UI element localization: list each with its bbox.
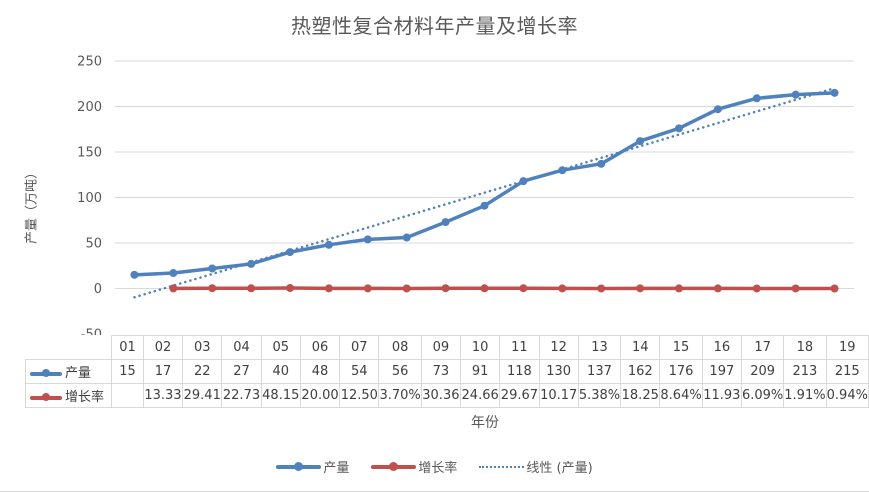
value-cell: 15 [111, 359, 144, 384]
y-axis-ticks: 250 200 150 100 50 0 -50 [77, 55, 102, 336]
value-cell: 197 [701, 359, 742, 384]
value-cell: 29.41 [182, 383, 223, 408]
value-cell [111, 383, 144, 408]
svg-text:250: 250 [77, 55, 102, 70]
category-cell: 08 [378, 335, 422, 360]
value-cell: 54 [339, 359, 380, 384]
category-cell: 05 [260, 335, 301, 360]
value-cell: 22 [182, 359, 223, 384]
value-cell: 11.93 [701, 383, 742, 408]
value-cell: 18.25 [620, 383, 661, 408]
legend-label: 增长率 [418, 461, 458, 476]
value-cell: 24.66 [460, 383, 501, 408]
series-lines [130, 88, 839, 293]
value-cell: 48.15 [260, 383, 301, 408]
value-cell: 5.38% [577, 383, 622, 408]
category-cell: 10 [460, 335, 501, 360]
value-cell: 17 [142, 359, 184, 384]
series-name: 产量 [65, 366, 92, 381]
gridlines [115, 60, 854, 289]
legend-item-production[interactable]: 产量 [276, 457, 349, 476]
svg-text:200: 200 [77, 100, 102, 115]
series-key-cell: 增长率 [24, 383, 113, 408]
value-cell: 215 [825, 359, 869, 384]
value-cell: 0.94% [825, 383, 869, 408]
category-cell: 17 [740, 335, 785, 360]
value-cell: 176 [659, 359, 703, 384]
value-cell: 8.64% [659, 383, 703, 408]
category-cell: 19 [825, 335, 869, 360]
value-cell: 13.33 [142, 383, 184, 408]
category-cell: 03 [182, 335, 223, 360]
legend: 产量 增长率 线性 (产量) [0, 457, 869, 476]
series-key-cell: 产量 [24, 359, 113, 384]
category-cell: 04 [221, 335, 262, 360]
value-cell: 162 [620, 359, 661, 384]
value-cell: 48 [299, 359, 341, 384]
category-cell: 07 [339, 335, 380, 360]
line-marker-icon [30, 369, 62, 377]
value-cell: 73 [420, 359, 462, 384]
category-cell: 16 [701, 335, 742, 360]
table-row: 产量 15 17 22 27 40 48 54 56 73 91 118 130 137 162 176 197… [24, 359, 869, 384]
data-table: 01 02 03 04 05 06 07 08 09 10 11 12 13 14 15 16 17 18 19 产量… [24, 335, 869, 408]
value-cell: 91 [460, 359, 501, 384]
value-cell: 40 [260, 359, 301, 384]
svg-text:50: 50 [85, 237, 102, 252]
value-cell: 29.67 [499, 383, 540, 408]
value-cell: 137 [577, 359, 622, 384]
value-cell: 30.36 [420, 383, 462, 408]
value-cell: 209 [740, 359, 785, 384]
svg-text:-50: -50 [81, 328, 102, 336]
chart-title: 热塑性复合材料年产量及增长率 [291, 14, 578, 38]
category-cell: 18 [783, 335, 827, 360]
legend-item-growth-rate[interactable]: 增长率 [371, 457, 457, 476]
value-cell: 3.70% [378, 383, 422, 408]
red-line-marker-icon [371, 462, 417, 471]
category-cell: 15 [659, 335, 703, 360]
value-cell: 6.09% [740, 383, 785, 408]
value-cell: 56 [378, 359, 422, 384]
blue-line-marker-icon [276, 462, 322, 471]
legend-label: 线性 (产量) [526, 461, 593, 476]
category-cell: 09 [420, 335, 462, 360]
category-cell: 02 [142, 335, 184, 360]
line-marker-icon [30, 393, 62, 401]
value-cell: 130 [538, 359, 579, 384]
value-cell: 118 [499, 359, 540, 384]
value-cell: 22.73 [221, 383, 262, 408]
legend-item-trendline[interactable]: 线性 (产量) [479, 457, 593, 476]
category-cell: 06 [299, 335, 341, 360]
svg-text:150: 150 [77, 146, 102, 161]
value-cell: 27 [221, 359, 262, 384]
table-header-row: 01 02 03 04 05 06 07 08 09 10 11 12 13 14 15 16 17 18 19 [25, 335, 869, 360]
category-cell: 11 [499, 335, 540, 360]
value-cell: 213 [783, 359, 827, 384]
legend-label: 产量 [323, 461, 350, 476]
series-name: 增长率 [65, 390, 105, 405]
svg-text:100: 100 [77, 191, 102, 206]
table-row: 增长率 13.33 29.41 22.73 48.15 20.00 12.50 3.70% 30… [24, 383, 869, 408]
value-cell: 12.50 [339, 383, 380, 408]
value-cell: 10.17 [538, 383, 579, 408]
value-cell: 1.91% [783, 383, 827, 408]
dotted-line-icon [479, 465, 525, 468]
category-cell: 12 [538, 335, 579, 360]
plot-area: 250 200 150 100 50 0 -50 [77, 55, 854, 336]
category-cell: 14 [620, 335, 661, 360]
category-cell: 13 [577, 335, 622, 360]
value-cell: 20.00 [299, 383, 341, 408]
svg-text:0: 0 [94, 282, 102, 297]
category-cell: 01 [111, 335, 144, 360]
table-corner [25, 335, 113, 360]
x-axis-title: 年份 [471, 415, 499, 431]
